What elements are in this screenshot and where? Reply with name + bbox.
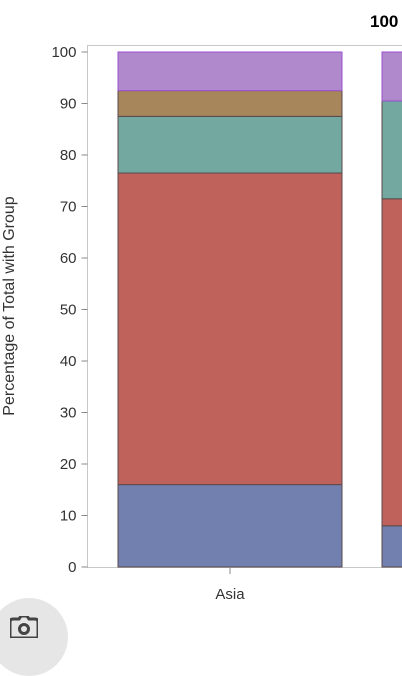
y-axis: 0 10 20 30 40 50 60 70 80 90 100 [51, 44, 87, 576]
y-tick-label: 50 [60, 302, 77, 319]
bar-segment [382, 526, 402, 567]
y-tick-label: 30 [60, 405, 77, 422]
y-axis-title: Percentage of Total with Group [1, 196, 18, 415]
y-tick-label: 10 [60, 508, 77, 525]
y-tick-label: 40 [60, 353, 77, 370]
y-tick-label: 70 [60, 199, 77, 216]
bar-segment [382, 199, 402, 526]
bars [118, 52, 402, 567]
y-tick-label: 20 [60, 456, 77, 473]
x-axis: Asia [215, 567, 402, 603]
bar-segment [118, 116, 342, 173]
bar-segment [118, 485, 342, 567]
chart-title: 100 [370, 12, 398, 31]
bar-segment [118, 173, 342, 485]
bar-segment [382, 101, 402, 199]
bar-segment [382, 52, 402, 101]
y-tick-label: 0 [68, 559, 76, 576]
bar-segment [118, 52, 342, 91]
bar-segment [118, 91, 342, 117]
camera-icon [10, 616, 38, 638]
y-tick-label: 100 [51, 44, 76, 61]
chart: 100 Percentage of Total with Group 0 10 20… [0, 0, 402, 636]
y-tick-label: 80 [60, 147, 77, 164]
y-tick-label: 60 [60, 250, 77, 267]
y-tick-label: 90 [60, 96, 77, 113]
x-tick-label: Asia [215, 586, 245, 603]
